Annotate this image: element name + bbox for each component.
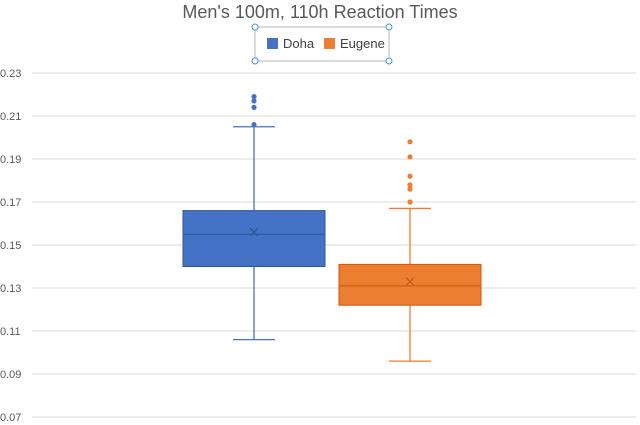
mean-marker xyxy=(405,277,415,286)
outlier-point xyxy=(407,182,413,188)
gridlines xyxy=(32,72,636,418)
outlier-point xyxy=(251,98,257,104)
y-tick-label: 0.17 xyxy=(0,197,21,209)
outlier-point xyxy=(407,186,413,192)
box-series xyxy=(182,94,482,362)
chart-title: Men's 100m, 110h Reaction Times xyxy=(182,2,457,22)
selection-handle xyxy=(251,57,259,65)
outlier-point xyxy=(407,173,413,179)
y-tick-label: 0.21 xyxy=(0,111,21,123)
outlier-point xyxy=(407,139,413,145)
y-tick-label: 0.13 xyxy=(0,283,21,295)
box-doha xyxy=(182,94,326,341)
y-tick-label: 0.23 xyxy=(0,68,21,80)
outlier-point xyxy=(407,154,413,160)
y-tick-label: 0.09 xyxy=(0,369,21,381)
legend-swatch-doha xyxy=(267,38,278,49)
iqr-box xyxy=(338,263,482,306)
y-tick-label: 0.19 xyxy=(0,154,21,166)
outlier-point xyxy=(251,122,257,128)
legend-swatch-eugene xyxy=(324,38,335,49)
legend-label-doha: Doha xyxy=(283,36,315,51)
legend-label-eugene: Eugene xyxy=(340,36,385,51)
selection-handle xyxy=(251,23,259,31)
mean-marker xyxy=(249,227,259,237)
outlier-point xyxy=(407,199,413,205)
y-tick-label: 0.15 xyxy=(0,240,21,252)
selection-handle xyxy=(385,23,393,31)
outlier-point xyxy=(251,104,257,110)
iqr-box xyxy=(182,210,326,268)
y-tick-label: 0.07 xyxy=(0,412,21,424)
y-tick-label: 0.11 xyxy=(0,326,21,338)
legend[interactable]: Doha Eugene xyxy=(251,23,393,65)
outlier-point xyxy=(251,94,257,100)
y-axis-tick-labels: 0.07 0.09 0.11 0.13 0.15 0.17 0.19 0.21 0.23 xyxy=(0,68,21,424)
selection-handle xyxy=(385,57,393,65)
box-eugene xyxy=(338,139,482,362)
